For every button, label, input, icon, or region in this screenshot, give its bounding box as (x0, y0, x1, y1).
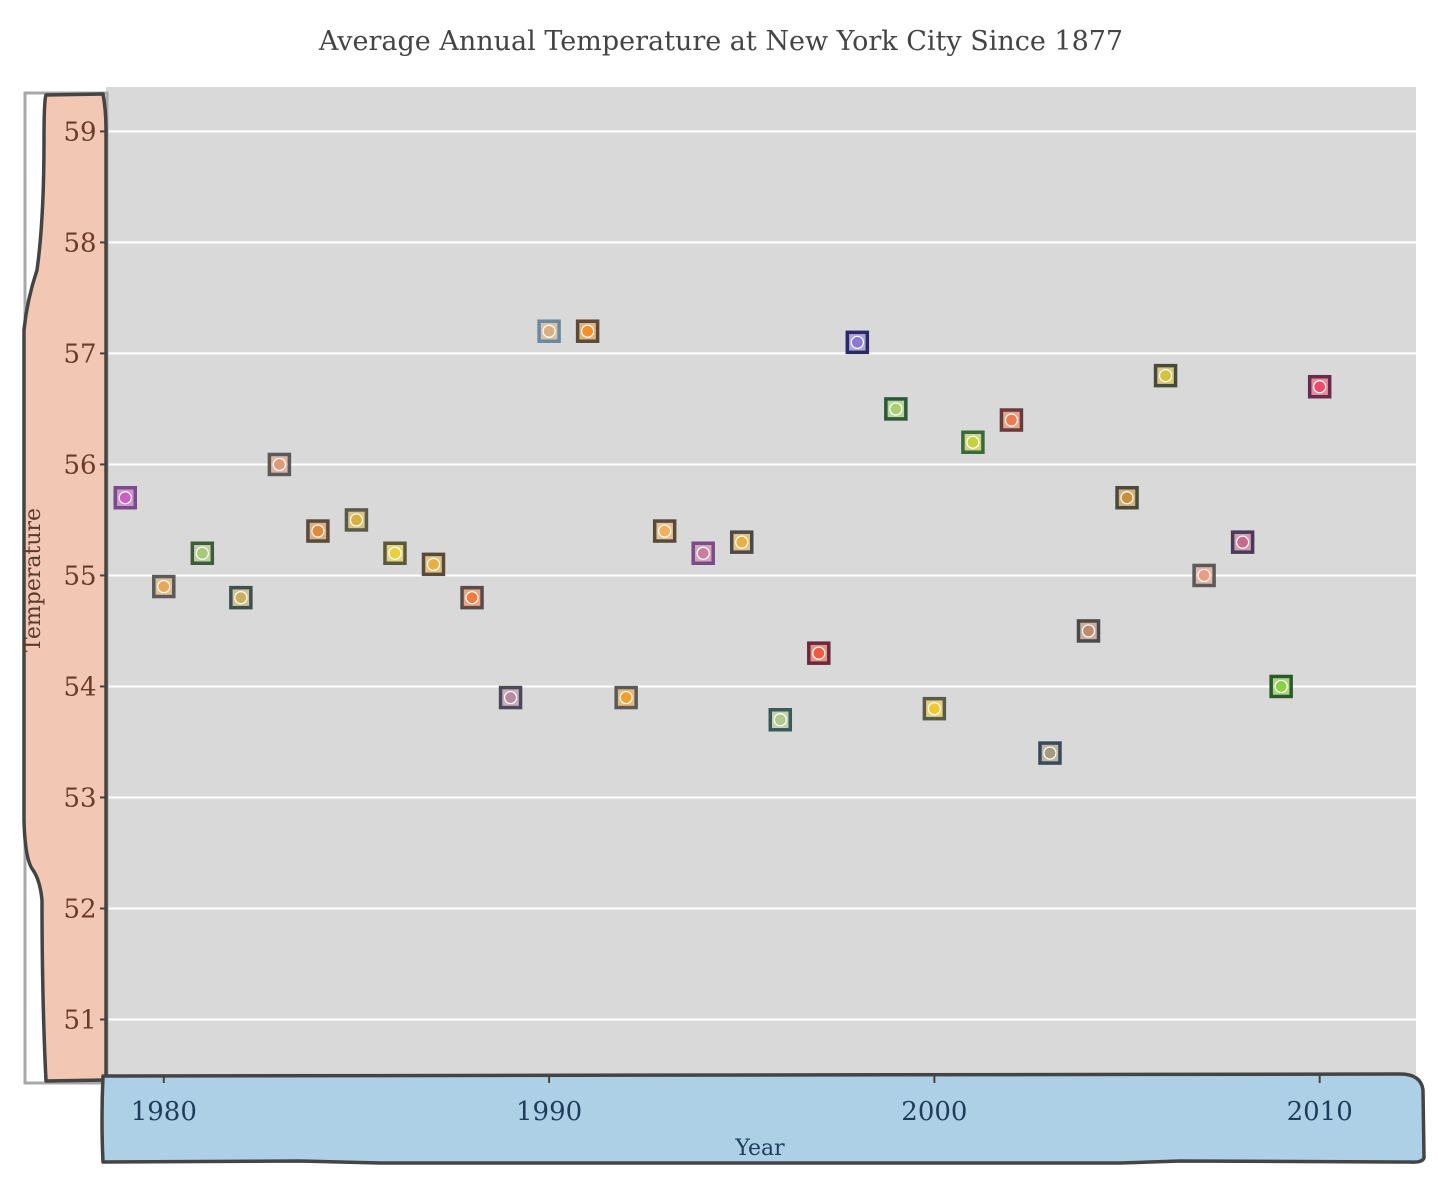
x-tick-label: 2000 (901, 1097, 967, 1127)
data-point-marker (349, 513, 364, 527)
data-point (729, 530, 754, 554)
data-point-marker (1004, 413, 1019, 427)
data-point (1307, 374, 1332, 399)
data-point-marker (581, 324, 595, 338)
data-point-marker (735, 535, 749, 549)
y-tick-label: 55 (63, 561, 96, 591)
y-axis-panel-shape (22, 92, 108, 1083)
data-point (961, 430, 985, 454)
x-axis-panel (100, 1072, 1426, 1165)
data-point (344, 508, 369, 532)
data-point-marker (503, 690, 518, 705)
data-point-marker (195, 546, 209, 560)
data-point (113, 485, 138, 510)
data-point (1076, 619, 1101, 643)
data-point (1115, 485, 1139, 510)
data-point-marker (388, 546, 402, 560)
data-point-marker (1236, 535, 1250, 549)
y-axis-label: Temperature (21, 508, 46, 652)
data-point (691, 541, 715, 565)
data-point (1038, 741, 1062, 765)
y-tick-label: 59 (63, 117, 96, 147)
data-point-marker (118, 491, 132, 505)
data-point-marker (658, 524, 672, 538)
data-point (1153, 363, 1178, 388)
data-point (1230, 530, 1255, 554)
data-point-marker (927, 702, 941, 716)
data-point-marker (889, 402, 903, 416)
data-point-marker (1158, 369, 1173, 383)
y-tick-label: 51 (63, 1005, 96, 1035)
data-point (807, 641, 831, 665)
y-tick-label: 57 (63, 339, 96, 369)
data-point-marker (696, 546, 710, 560)
x-tick-label: 2010 (1287, 1097, 1353, 1127)
data-point (537, 319, 561, 343)
data-point (229, 585, 253, 610)
data-point (845, 330, 870, 355)
data-point (1192, 563, 1216, 588)
data-point-marker (234, 591, 248, 605)
data-point-marker (542, 324, 556, 338)
data-point-marker (426, 557, 441, 571)
data-point (922, 696, 947, 721)
data-point (306, 519, 330, 543)
data-point-marker (1313, 380, 1327, 394)
data-point-marker (465, 591, 479, 605)
x-tick-label: 1990 (516, 1097, 582, 1127)
data-point (575, 319, 600, 343)
y-tick-label: 58 (63, 228, 96, 258)
chart-title: Average Annual Temperature at New York C… (318, 26, 1123, 57)
data-point-marker (812, 646, 826, 660)
gridlines (106, 130, 1416, 1021)
data-point (383, 541, 407, 565)
data-point (614, 685, 638, 710)
data-point-marker (1274, 679, 1288, 694)
data-point-marker (850, 335, 864, 349)
data-point (460, 585, 484, 610)
data-point-marker (1120, 491, 1134, 505)
x-tick-label: 1980 (131, 1097, 197, 1127)
y-axis-panel (22, 91, 109, 1085)
data-point-marker (1197, 568, 1211, 583)
data-point (190, 541, 215, 565)
y-tick-label: 54 (63, 672, 96, 702)
data-point (999, 408, 1024, 432)
data-point-marker (157, 579, 171, 594)
data-point-marker (966, 435, 980, 449)
y-tick-label: 52 (63, 894, 96, 924)
data-point (498, 685, 523, 710)
y-tick-label: 53 (63, 783, 96, 813)
data-point-marker (1081, 624, 1096, 638)
data-point (152, 574, 176, 599)
x-axis-ticks: 1980 1990 2000 2010 (131, 1075, 1353, 1127)
data-point-marker (272, 457, 286, 472)
data-point-marker (619, 690, 633, 705)
data-point (768, 708, 793, 732)
data-point (267, 452, 292, 477)
data-point (1269, 674, 1293, 699)
x-axis-label: Year (734, 1136, 785, 1161)
data-point-marker (311, 524, 325, 538)
data-point-marker (1043, 746, 1057, 760)
data-points (113, 319, 1332, 765)
data-point (652, 519, 677, 543)
data-point (884, 397, 908, 421)
y-axis-ticks: 51 52 53 54 55 56 57 58 59 (63, 117, 106, 1035)
data-point (421, 552, 446, 577)
plot-area (106, 87, 1416, 1075)
y-tick-label: 56 (63, 450, 96, 480)
data-point-marker (773, 713, 787, 727)
